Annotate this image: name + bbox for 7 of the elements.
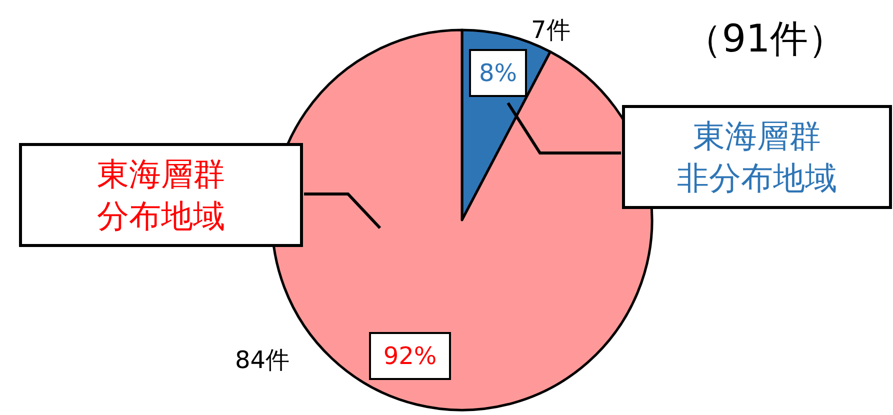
slice-label: 東海層群非分布地域: [677, 117, 837, 197]
data-label: 8%: [478, 59, 518, 87]
chart-title: （91件）: [684, 16, 846, 60]
data-label: 7件: [531, 16, 570, 44]
data-label: 92%: [383, 342, 437, 370]
data-label: 84件: [235, 346, 290, 374]
slice-label: 東海層群分布地域: [97, 155, 225, 235]
